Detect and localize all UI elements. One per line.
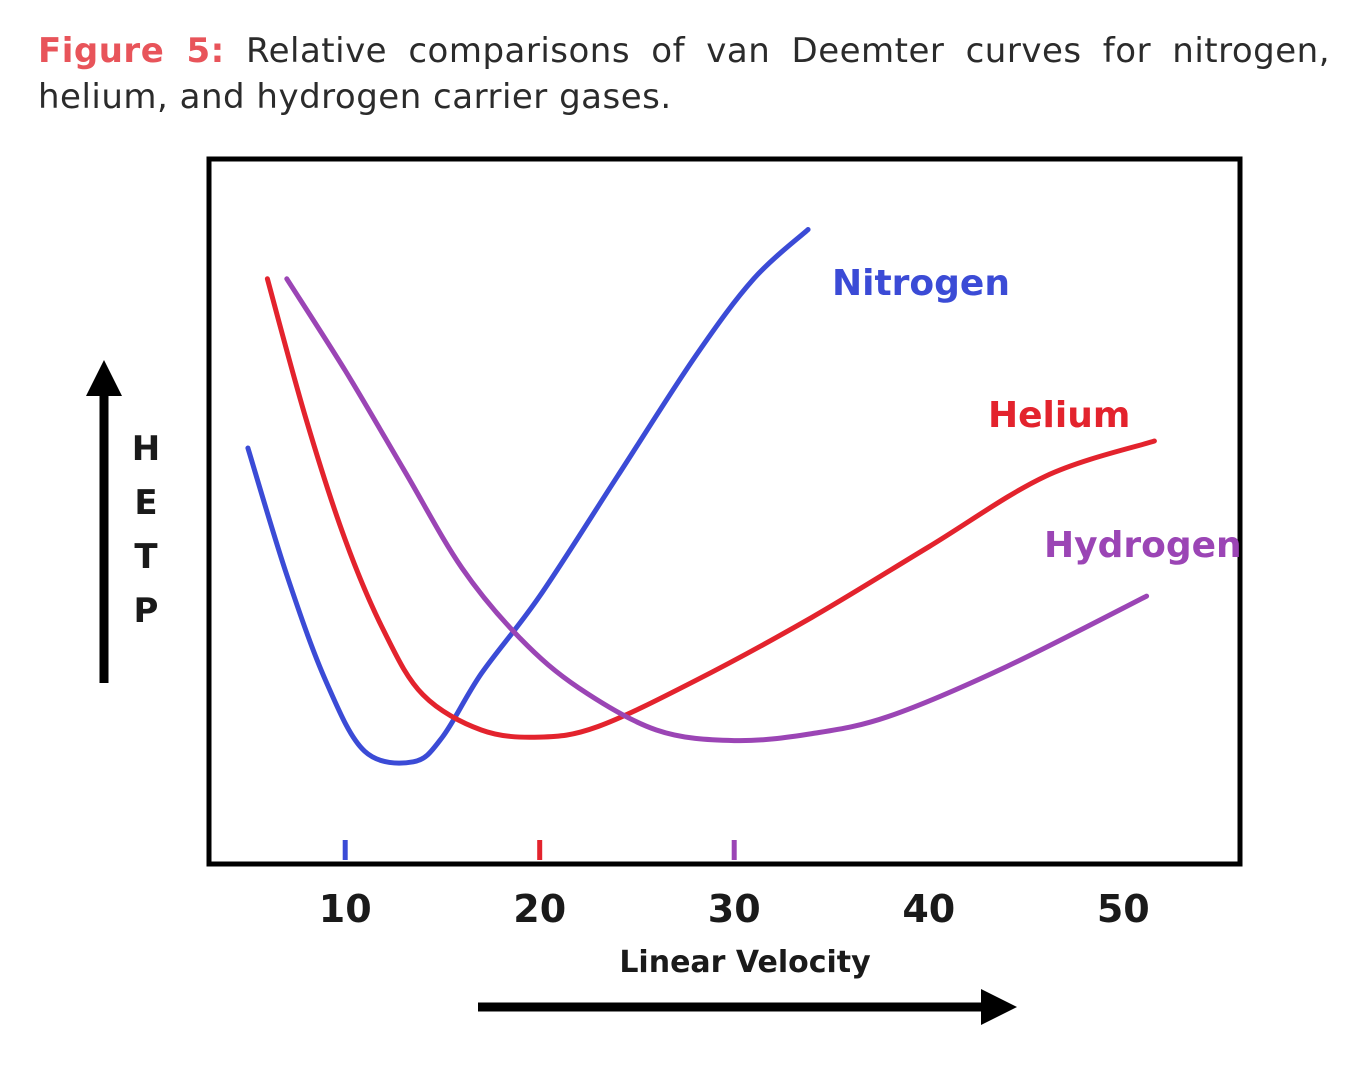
figure-caption-text: Relative comparisons of van Deemter curv…	[38, 31, 1331, 117]
y-axis-label-letter: E	[134, 483, 157, 523]
figure-label: Figure 5:	[38, 31, 225, 71]
plot-frame	[206, 156, 1243, 867]
x-tick-label-20: 20	[513, 887, 566, 931]
x-tick-labels: 10 20 30 40 50	[319, 887, 1150, 931]
y-axis-label-letter: P	[134, 591, 159, 631]
y-axis-label-letter: T	[134, 537, 158, 577]
x-tick-label-50: 50	[1097, 887, 1150, 931]
series-label-helium: Helium	[988, 395, 1130, 436]
series-line-helium	[264, 276, 1157, 740]
x-tick-label-10: 10	[319, 887, 372, 931]
optimum-markers	[342, 840, 737, 860]
series-label-hydrogen: Hydrogen	[1044, 525, 1242, 566]
series-line-hydrogen	[284, 276, 1150, 744]
series-line-nitrogen	[245, 227, 811, 766]
x-axis-title: Linear Velocity	[619, 945, 871, 980]
series-layer: Nitrogen Helium Hydrogen	[245, 227, 1242, 766]
series-label-nitrogen: Nitrogen	[832, 263, 1010, 304]
x-tick-label-40: 40	[902, 887, 955, 931]
y-axis-arrow	[86, 360, 122, 683]
figure-caption: Figure 5: Relative comparisons of van De…	[38, 28, 1330, 120]
x-tick-label-30: 30	[708, 887, 761, 931]
x-axis-arrow	[478, 989, 1017, 1025]
y-axis-label-letter: H	[132, 429, 160, 469]
